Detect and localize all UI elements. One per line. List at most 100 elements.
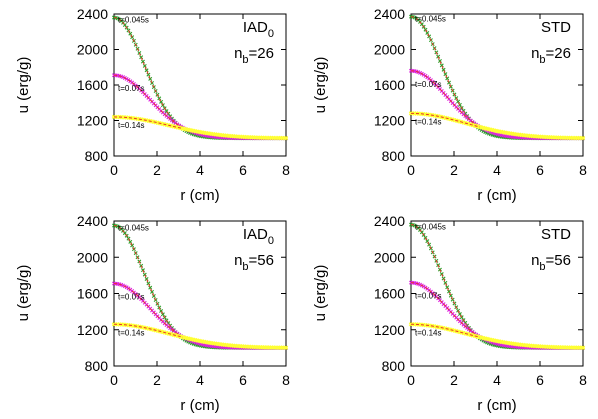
y-axis-label: u (erg/g) <box>15 57 32 114</box>
data-point <box>445 76 450 81</box>
y-tick-label: 1200 <box>77 113 108 129</box>
chart-panel-4: 800 1200 1600 2000 2400 0 2 4 6 8 r (cm) u (erg/g) t… <box>312 213 587 414</box>
data-point <box>148 285 153 290</box>
x-tick-label: 2 <box>450 162 458 178</box>
panel-method-title: IAD0 <box>243 226 274 247</box>
series-1-reference-curve <box>113 17 184 130</box>
series-2-reference-curve <box>113 283 184 338</box>
series-3-markers <box>111 114 289 141</box>
data-point <box>148 76 153 81</box>
y-tick-label: 2000 <box>374 249 405 265</box>
x-tick-label: 6 <box>536 162 544 178</box>
x-tick-label: 8 <box>282 162 290 178</box>
y-tick-label: 2400 <box>77 6 108 22</box>
data-point <box>447 80 452 85</box>
x-tick-label: 0 <box>110 372 118 388</box>
y-axis-label: u (erg/g) <box>312 57 329 114</box>
series-3-time-label: t=0.14s <box>118 328 144 337</box>
data-point <box>443 280 448 285</box>
series-1-time-label: t=0.045s <box>118 224 149 233</box>
panel-method-title: IAD0 <box>243 19 274 40</box>
data-point <box>146 281 151 286</box>
series-1-reference-curve <box>410 224 481 339</box>
y-tick-label: 1600 <box>374 286 405 302</box>
data-point <box>580 135 586 141</box>
x-tick-label: 8 <box>282 372 290 388</box>
series-2-time-label: t=0.07s <box>415 80 441 89</box>
data-point <box>448 293 453 298</box>
data-point <box>447 289 452 294</box>
x-tick-label: 4 <box>196 162 204 178</box>
y-tick-label: 1600 <box>374 77 405 93</box>
y-tick-label: 2400 <box>374 213 405 229</box>
panel-nb-label: nb=56 <box>531 252 571 273</box>
data-point <box>144 277 149 281</box>
x-tick-label: 0 <box>407 372 415 388</box>
series-3-reference-curve <box>411 323 480 338</box>
y-tick-label: 2000 <box>77 42 108 58</box>
data-point <box>151 294 156 298</box>
series-1-time-label: t=0.045s <box>415 223 446 232</box>
panel-nb-label: nb=26 <box>531 45 571 66</box>
series-1-reference-curve <box>113 225 184 339</box>
data-point <box>441 276 446 281</box>
y-axis-label: u (erg/g) <box>15 265 32 322</box>
series-3-reference-curve <box>411 112 480 128</box>
panel-nb-label: nb=56 <box>234 252 274 273</box>
panel-method-title: STD <box>541 19 571 36</box>
x-tick-label: 8 <box>579 162 587 178</box>
y-tick-label: 800 <box>382 148 406 164</box>
data-point <box>445 285 450 290</box>
series-3-time-label: t=0.14s <box>415 328 441 337</box>
y-tick-label: 1600 <box>77 77 108 93</box>
data-point <box>580 345 586 350</box>
series-3-reference-curve <box>113 116 183 130</box>
data-point <box>283 345 289 350</box>
y-tick-label: 1200 <box>77 322 108 338</box>
panel-method-title: STD <box>541 226 571 243</box>
series-2-reference-curve <box>410 282 481 338</box>
data-point <box>441 67 446 72</box>
x-tick-label: 6 <box>239 372 247 388</box>
y-tick-label: 1200 <box>374 113 405 129</box>
y-tick-label: 2400 <box>374 6 405 22</box>
series-2-time-label: t=0.07s <box>118 84 144 93</box>
x-axis-label: r (cm) <box>180 397 219 414</box>
x-tick-label: 2 <box>153 162 161 178</box>
panel-nb-label: nb=26 <box>234 45 274 66</box>
data-point <box>437 59 442 64</box>
y-tick-label: 2000 <box>77 249 108 265</box>
x-tick-label: 4 <box>493 372 501 388</box>
data-point <box>283 135 289 141</box>
data-point <box>439 63 444 68</box>
y-axis-label: u (erg/g) <box>312 265 329 322</box>
y-tick-label: 1200 <box>374 322 405 338</box>
y-tick-label: 2000 <box>374 42 405 58</box>
data-point <box>146 72 151 77</box>
x-axis-label: r (cm) <box>180 187 219 204</box>
y-tick-label: 800 <box>85 148 109 164</box>
y-tick-label: 800 <box>85 358 109 374</box>
x-tick-label: 4 <box>196 372 204 388</box>
x-axis-label: r (cm) <box>477 397 516 414</box>
series-2-reference-curve <box>113 74 184 129</box>
data-point <box>139 55 144 60</box>
chart-panel-3: 800 1200 1600 2000 2400 0 2 4 6 8 r (cm) u (erg/g) t… <box>15 213 290 414</box>
x-tick-label: 4 <box>493 162 501 178</box>
data-point <box>150 289 155 294</box>
x-axis-label: r (cm) <box>477 187 516 204</box>
chart-panel-2: 800 1200 1600 2000 2400 0 2 4 6 8 r (cm) u (erg/g) t… <box>312 6 587 204</box>
series-1-time-label: t=0.045s <box>415 15 446 24</box>
series-2-reference-curve <box>410 70 481 128</box>
y-tick-label: 800 <box>382 358 406 374</box>
series-1-time-label: t=0.045s <box>118 16 149 25</box>
chart-panel-1: 800 1200 1600 2000 2400 0 2 4 6 8 r (cm) u (erg/g) t… <box>15 6 290 204</box>
y-tick-label: 2400 <box>77 213 108 229</box>
series-2-time-label: t=0.07s <box>415 292 441 301</box>
data-point <box>140 59 145 64</box>
x-tick-label: 0 <box>110 162 118 178</box>
y-tick-label: 1600 <box>77 286 108 302</box>
x-tick-label: 0 <box>407 162 415 178</box>
data-point <box>142 63 147 68</box>
